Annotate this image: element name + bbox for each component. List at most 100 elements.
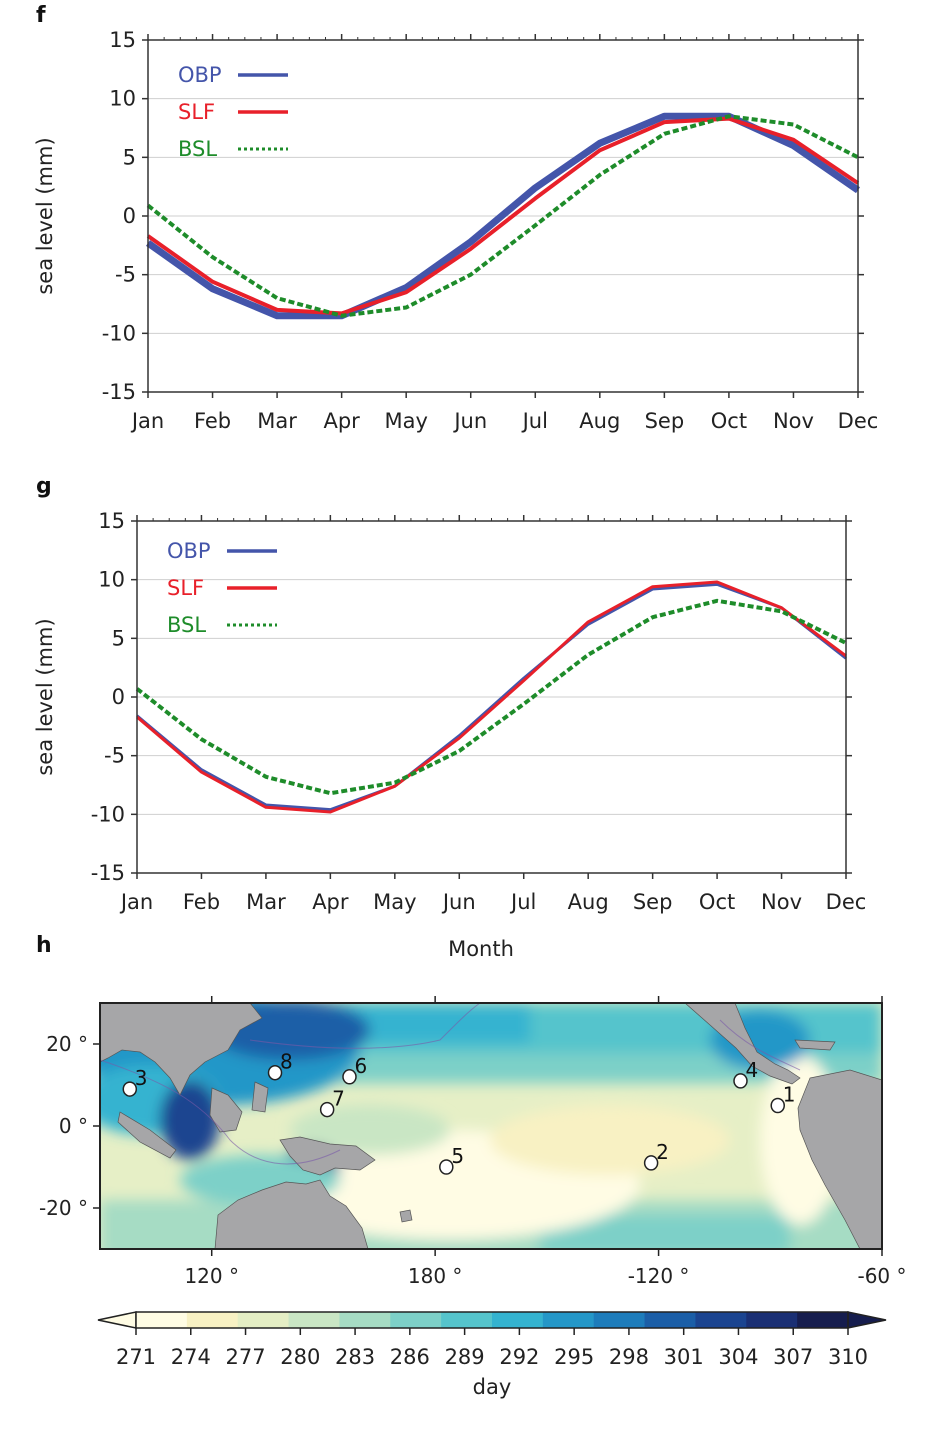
station-label-1: 1 xyxy=(783,1083,796,1107)
g-x-tick-label: Nov xyxy=(761,890,802,914)
colorbar-tick-label: 274 xyxy=(171,1345,211,1369)
colorbar-tick-label: 295 xyxy=(554,1345,594,1369)
g-y-tick-label: 15 xyxy=(98,509,125,533)
f-x-tick-label: Nov xyxy=(773,409,814,433)
station-marker-7 xyxy=(319,1101,335,1118)
colorbar-segment xyxy=(542,1312,595,1328)
f-x-tick-label: Mar xyxy=(257,409,297,433)
f-x-tick-label: May xyxy=(384,409,427,433)
g-x-tick-label: Dec xyxy=(826,890,867,914)
f-series-slf xyxy=(146,116,860,316)
f-x-tick-label: Sep xyxy=(645,409,685,433)
station-marker-3 xyxy=(122,1081,138,1097)
g-series-bsl xyxy=(135,598,847,796)
f-legend: OBP SLF BSL xyxy=(178,63,288,161)
g-legend-label-obp: OBP xyxy=(167,539,211,563)
f-x-tick-label: Feb xyxy=(194,409,231,433)
colorbar-tick-label: 292 xyxy=(499,1345,539,1369)
g-series-lines xyxy=(135,580,847,814)
panel-label-h: h xyxy=(36,933,52,958)
station-marker-1 xyxy=(770,1097,785,1114)
colorbar-tick-label: 286 xyxy=(390,1345,430,1369)
map-y-tick-label: -20 ° xyxy=(39,1196,88,1220)
g-y-axis-label: sea level (mm) xyxy=(33,618,57,775)
colorbar-segment xyxy=(593,1312,646,1328)
map-x-tick-label: 120 ° xyxy=(184,1264,239,1288)
f-y-tick-label: 5 xyxy=(123,145,136,169)
colorbar: 271 274 277 280 283 286 289 292 295 298 301 304 307 3… xyxy=(97,1311,887,1369)
g-x-tick-label: Aug xyxy=(568,890,609,914)
colorbar-extend-left xyxy=(97,1311,137,1329)
f-y-tick-label: 0 xyxy=(123,204,136,228)
g-series-obp xyxy=(136,582,847,812)
map-y-tick-label: 20 ° xyxy=(46,1032,88,1056)
map-x-tick-label: -60 ° xyxy=(857,1264,906,1288)
f-axis-ticks: 15 10 5 0 -5 -10 -15 Jan Feb Mar Apr May Jun Jul Aug Se… xyxy=(102,28,879,433)
station-marker-8 xyxy=(267,1064,283,1081)
colorbar-segment xyxy=(136,1312,188,1328)
station-label-8: 8 xyxy=(280,1050,293,1074)
colorbar-tick-label: 301 xyxy=(664,1345,704,1369)
f-y-axis-label: sea level (mm) xyxy=(33,137,57,294)
f-x-tick-label: Oct xyxy=(711,409,747,433)
f-legend-label-bsl: BSL xyxy=(178,137,217,161)
map-field xyxy=(100,1003,882,1249)
colorbar-segment xyxy=(237,1312,290,1328)
g-x-tick-label: Jun xyxy=(441,890,476,914)
f-x-tick-label: Dec xyxy=(838,409,879,433)
colorbar-segment xyxy=(339,1312,391,1328)
f-x-tick-label: Jul xyxy=(521,409,548,433)
g-x-tick-label: Jan xyxy=(119,890,153,914)
f-series-lines xyxy=(145,112,860,320)
g-x-axis-label: Month xyxy=(448,937,514,961)
station-label-7: 7 xyxy=(332,1087,345,1111)
f-y-tick-label: -5 xyxy=(115,263,136,287)
f-x-tick-label: Jun xyxy=(452,409,487,433)
map-x-tick-label: -120 ° xyxy=(628,1264,690,1288)
f-y-tick-label: -10 xyxy=(102,321,136,345)
f-series-bsl xyxy=(146,114,859,318)
map-axis-ticks: 120 ° 180 ° -120 ° -60 ° 20 ° 0 ° -20 ° xyxy=(39,996,907,1288)
g-legend-label-slf: SLF xyxy=(167,576,204,600)
station-label-4: 4 xyxy=(745,1058,758,1082)
station-label-6: 6 xyxy=(354,1054,367,1078)
colorbar-tick-label: 277 xyxy=(225,1345,265,1369)
map-y-tick-label: 0 ° xyxy=(59,1114,88,1138)
station-label-5: 5 xyxy=(451,1144,464,1168)
panel-f: f 15 10 5 0 -5 -10 -15 Jan Feb Mar Apr May Jun Jul Aug… xyxy=(33,3,878,433)
g-gridlines xyxy=(137,579,846,815)
map-stations: 1 2 3 4 5 67 8 xyxy=(122,1050,796,1175)
colorbar-frame xyxy=(135,1311,849,1329)
g-axis-ticks: 15 10 5 0 -5 -10 -15 Jan Feb Mar Apr May Jun Jul Aug Se… xyxy=(91,509,867,914)
f-x-tick-label: Apr xyxy=(323,409,360,433)
g-x-tick-label: Oct xyxy=(699,890,735,914)
colorbar-segment xyxy=(288,1312,340,1328)
colorbar-segment xyxy=(492,1312,544,1328)
station-label-2: 2 xyxy=(656,1140,669,1164)
g-x-tick-label: Jul xyxy=(509,890,536,914)
f-legend-label-obp: OBP xyxy=(178,63,222,87)
colorbar-segment xyxy=(695,1312,747,1328)
contour-lines xyxy=(100,1003,801,1165)
colorbar-tick-label: 289 xyxy=(445,1345,485,1369)
colorbar-segment xyxy=(644,1312,696,1328)
g-legend-label-bsl: BSL xyxy=(167,613,206,637)
station-marker-5 xyxy=(439,1159,454,1175)
f-x-tick-label: Aug xyxy=(579,409,620,433)
colorbar-tick-label: 271 xyxy=(116,1345,156,1369)
f-x-tick-label: Jan xyxy=(130,409,164,433)
g-series-slf xyxy=(136,580,847,814)
g-y-tick-label: 5 xyxy=(112,626,125,650)
colorbar-tick-label: 283 xyxy=(335,1345,375,1369)
colorbar-segment xyxy=(746,1312,798,1328)
colorbar-tick-label: 298 xyxy=(609,1345,649,1369)
colorbar-tick-label: 307 xyxy=(773,1345,813,1369)
g-y-tick-label: -10 xyxy=(91,802,125,826)
f-y-tick-label: 10 xyxy=(109,87,136,111)
station-label-3: 3 xyxy=(135,1066,148,1090)
land-masses xyxy=(100,1003,882,1249)
g-x-tick-label: Mar xyxy=(246,890,286,914)
g-y-tick-label: -5 xyxy=(104,744,125,768)
f-y-tick-label: -15 xyxy=(102,380,136,404)
